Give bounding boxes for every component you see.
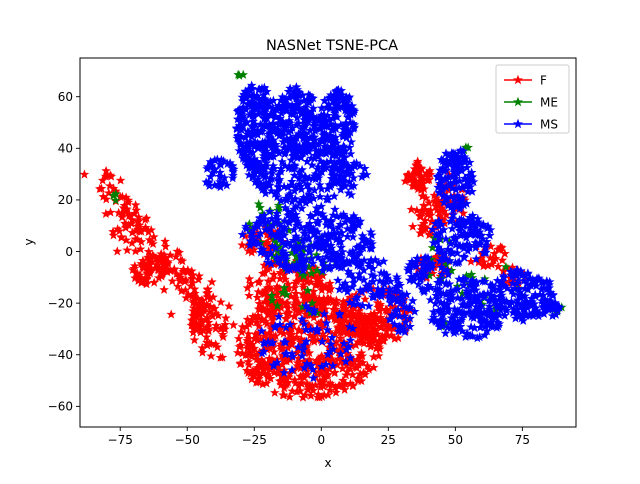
x-tick-label: −25 [242,433,267,447]
series-ms [201,80,565,383]
x-tick-label: 50 [448,433,463,447]
legend-item-ms: MS [504,118,558,132]
y-axis-ticks: −60 −40 −20 0 20 40 60 [48,90,80,414]
y-tick-label: 0 [65,245,73,259]
x-axis-label: x [324,456,331,470]
y-tick-label: 20 [58,193,73,207]
y-tick-label: −40 [48,348,73,362]
x-tick-label: 75 [515,433,530,447]
plot-points [79,69,567,402]
y-axis-label: y [22,238,36,245]
x-tick-label: −75 [108,433,133,447]
y-tick-label: −60 [48,400,73,414]
y-tick-label: 40 [58,142,73,156]
legend-label: ME [540,96,558,110]
legend-star-marker [513,74,523,85]
x-tick-label: 0 [317,433,325,447]
legend-label: F [540,74,547,88]
legend-item-me: ME [504,96,558,110]
x-tick-label: −50 [175,433,200,447]
plot-frame [79,57,577,428]
legend-star-marker [513,118,523,129]
x-tick-label: 25 [381,433,396,447]
legend-box [495,64,570,134]
y-tick-label: 60 [58,90,73,104]
y-tick-label: −20 [48,296,73,310]
x-axis-ticks: −75 −50 −25 0 25 50 75 [108,427,530,447]
legend-star-marker [513,96,523,107]
legend: F ME MS [495,64,570,134]
series-ms-markers [201,80,565,383]
chart-title: NASNet TSNE-PCA [266,38,398,54]
legend-item-f: F [504,74,547,88]
legend-label: MS [540,118,558,132]
